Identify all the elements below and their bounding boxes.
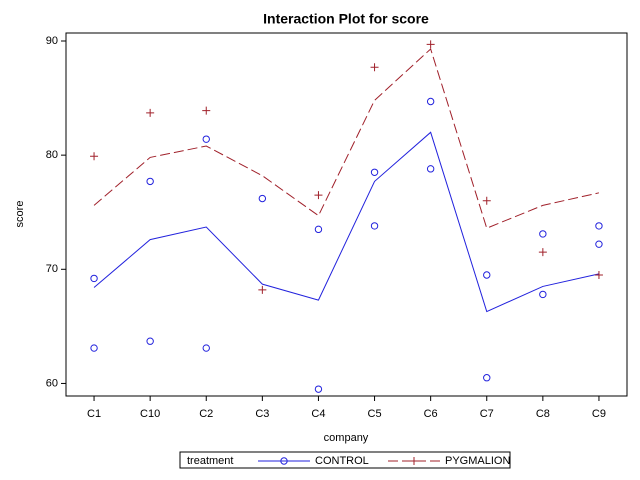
chart-title: Interaction Plot for score <box>263 11 429 27</box>
data-point <box>594 271 603 279</box>
data-point <box>90 152 99 161</box>
data-point <box>146 108 155 117</box>
legend-label: PYGMALION <box>445 455 510 467</box>
data-point <box>258 194 267 203</box>
data-point <box>90 344 98 352</box>
data-point <box>483 374 491 382</box>
mean-line <box>93 48 600 229</box>
mean-line <box>93 131 600 313</box>
legend-marker <box>410 457 418 465</box>
data-point <box>258 285 267 294</box>
data-point <box>314 225 323 234</box>
data-point <box>314 385 323 393</box>
x-tick-label: C7 <box>480 408 494 420</box>
y-tick-label: 90 <box>46 35 58 47</box>
y-tick-label: 80 <box>46 149 58 161</box>
x-tick-label: C6 <box>424 408 438 420</box>
data-point <box>370 222 379 230</box>
data-point <box>539 230 547 238</box>
data-point <box>146 177 154 186</box>
data-point <box>370 63 379 72</box>
data-point <box>482 196 491 205</box>
data-point <box>539 290 547 299</box>
legend-title: treatment <box>187 455 233 467</box>
x-tick-label: C4 <box>311 408 325 420</box>
data-point <box>426 97 435 106</box>
data-point <box>483 271 491 279</box>
x-tick-label: C2 <box>199 408 213 420</box>
y-axis-label: score <box>14 201 26 228</box>
y-tick-label: 60 <box>46 377 58 389</box>
legend-label: CONTROL <box>315 455 369 467</box>
data-point <box>314 191 323 200</box>
y-tick-label: 70 <box>46 263 58 275</box>
legend-marker <box>280 457 288 465</box>
data-point <box>426 165 435 173</box>
data-point <box>370 168 379 176</box>
x-axis-label: company <box>324 432 369 444</box>
data-point <box>202 344 210 352</box>
data-point <box>426 40 435 49</box>
data-point <box>90 274 98 283</box>
data-point <box>202 135 210 143</box>
x-tick-label: C5 <box>368 408 382 420</box>
x-tick-label: C9 <box>592 408 606 420</box>
data-point <box>538 248 547 257</box>
data-point <box>595 222 603 230</box>
x-tick-label: C10 <box>140 408 160 420</box>
data-point <box>146 337 154 345</box>
legend-frame <box>179 451 511 469</box>
x-tick-label: C8 <box>536 408 550 420</box>
plot-frame <box>65 32 628 397</box>
data-point <box>202 106 211 115</box>
x-tick-label: C3 <box>255 408 269 420</box>
data-point <box>595 240 603 248</box>
x-tick-label: C1 <box>87 408 101 420</box>
